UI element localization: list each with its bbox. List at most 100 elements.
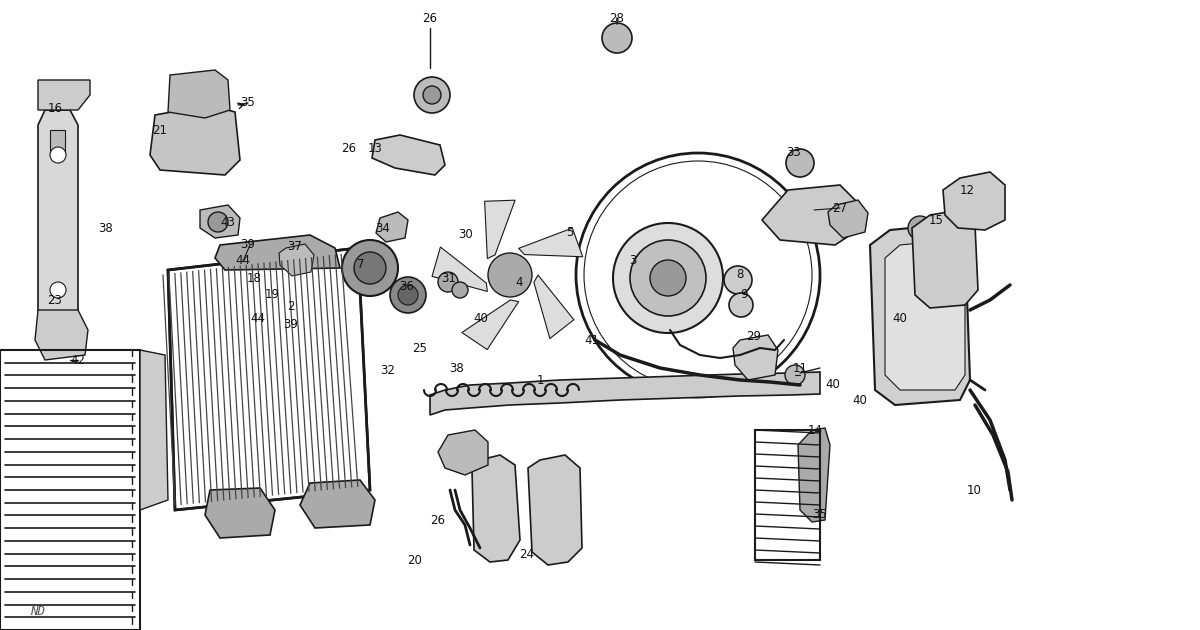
Circle shape <box>908 216 932 240</box>
Text: 35: 35 <box>241 96 256 110</box>
Text: 41: 41 <box>584 333 600 347</box>
Text: 13: 13 <box>367 142 383 154</box>
Text: 38: 38 <box>450 362 464 374</box>
Circle shape <box>488 253 532 297</box>
Polygon shape <box>430 372 820 415</box>
Text: 39: 39 <box>240 238 256 251</box>
Text: 43: 43 <box>221 217 235 229</box>
Text: 1: 1 <box>536 374 544 386</box>
Text: 8: 8 <box>737 268 744 282</box>
Text: 26: 26 <box>422 11 438 25</box>
Text: 44: 44 <box>235 255 251 268</box>
Polygon shape <box>50 130 65 155</box>
Polygon shape <box>886 240 965 390</box>
Text: 37: 37 <box>288 241 302 253</box>
Text: 2: 2 <box>287 299 295 312</box>
Polygon shape <box>828 200 868 238</box>
Polygon shape <box>35 310 88 360</box>
Text: 34: 34 <box>376 222 390 234</box>
Polygon shape <box>485 200 515 258</box>
Text: 30: 30 <box>458 229 473 241</box>
Polygon shape <box>300 480 374 528</box>
Text: 27: 27 <box>833 202 847 214</box>
Text: 7: 7 <box>358 258 365 272</box>
Text: 20: 20 <box>408 554 422 566</box>
Text: 40: 40 <box>893 311 907 324</box>
Polygon shape <box>278 244 314 276</box>
Polygon shape <box>432 247 487 292</box>
Circle shape <box>724 266 752 294</box>
Text: 18: 18 <box>246 272 262 285</box>
Text: 32: 32 <box>380 364 396 377</box>
Polygon shape <box>200 205 240 238</box>
Text: 26: 26 <box>431 513 445 527</box>
Polygon shape <box>534 275 574 338</box>
Circle shape <box>785 365 805 385</box>
Text: 21: 21 <box>152 123 168 137</box>
Circle shape <box>786 149 814 177</box>
Polygon shape <box>870 225 970 405</box>
Circle shape <box>390 277 426 313</box>
Text: 38: 38 <box>98 222 113 234</box>
Circle shape <box>452 282 468 298</box>
Bar <box>755 430 820 560</box>
Text: 29: 29 <box>746 331 762 343</box>
Text: 40: 40 <box>474 311 488 324</box>
Text: 11: 11 <box>792 362 808 374</box>
Text: 5: 5 <box>566 226 574 239</box>
Text: 39: 39 <box>283 319 299 331</box>
Polygon shape <box>215 235 340 270</box>
Text: 40: 40 <box>852 394 868 406</box>
Text: 4: 4 <box>515 277 523 290</box>
Polygon shape <box>912 210 978 308</box>
Circle shape <box>354 252 386 284</box>
Polygon shape <box>168 248 370 510</box>
Text: 19: 19 <box>264 287 280 301</box>
Polygon shape <box>372 135 445 175</box>
Text: 12: 12 <box>960 183 974 197</box>
Circle shape <box>602 23 632 53</box>
Text: 23: 23 <box>48 294 62 307</box>
Text: 33: 33 <box>787 147 802 159</box>
Text: ND: ND <box>30 605 46 618</box>
Polygon shape <box>528 455 582 565</box>
Text: 42: 42 <box>71 353 85 367</box>
Text: 35: 35 <box>812 508 827 522</box>
Bar <box>0 350 140 630</box>
Polygon shape <box>438 430 488 475</box>
Circle shape <box>342 240 398 296</box>
Text: 16: 16 <box>48 101 62 115</box>
Text: 44: 44 <box>251 311 265 324</box>
Polygon shape <box>205 488 275 538</box>
Polygon shape <box>150 105 240 175</box>
Circle shape <box>730 293 754 317</box>
Circle shape <box>424 86 442 104</box>
Circle shape <box>50 282 66 298</box>
Text: 3: 3 <box>629 253 637 266</box>
Polygon shape <box>38 110 78 330</box>
Polygon shape <box>518 228 583 257</box>
Polygon shape <box>733 335 778 380</box>
Circle shape <box>630 240 706 316</box>
Text: 36: 36 <box>400 280 414 292</box>
Text: 9: 9 <box>740 289 748 302</box>
Polygon shape <box>140 350 168 510</box>
Polygon shape <box>376 212 408 242</box>
Circle shape <box>208 212 228 232</box>
Text: 40: 40 <box>826 379 840 391</box>
Text: 14: 14 <box>808 423 822 437</box>
Polygon shape <box>462 300 518 350</box>
Polygon shape <box>472 455 520 562</box>
Text: 28: 28 <box>610 11 624 25</box>
Polygon shape <box>798 428 830 522</box>
Text: 25: 25 <box>413 343 427 355</box>
Circle shape <box>398 285 418 305</box>
Polygon shape <box>38 80 90 110</box>
Circle shape <box>414 77 450 113</box>
Polygon shape <box>943 172 1006 230</box>
Circle shape <box>650 260 686 296</box>
Polygon shape <box>168 70 230 118</box>
Text: 10: 10 <box>966 483 982 496</box>
Text: 26: 26 <box>342 142 356 154</box>
Polygon shape <box>762 185 860 245</box>
